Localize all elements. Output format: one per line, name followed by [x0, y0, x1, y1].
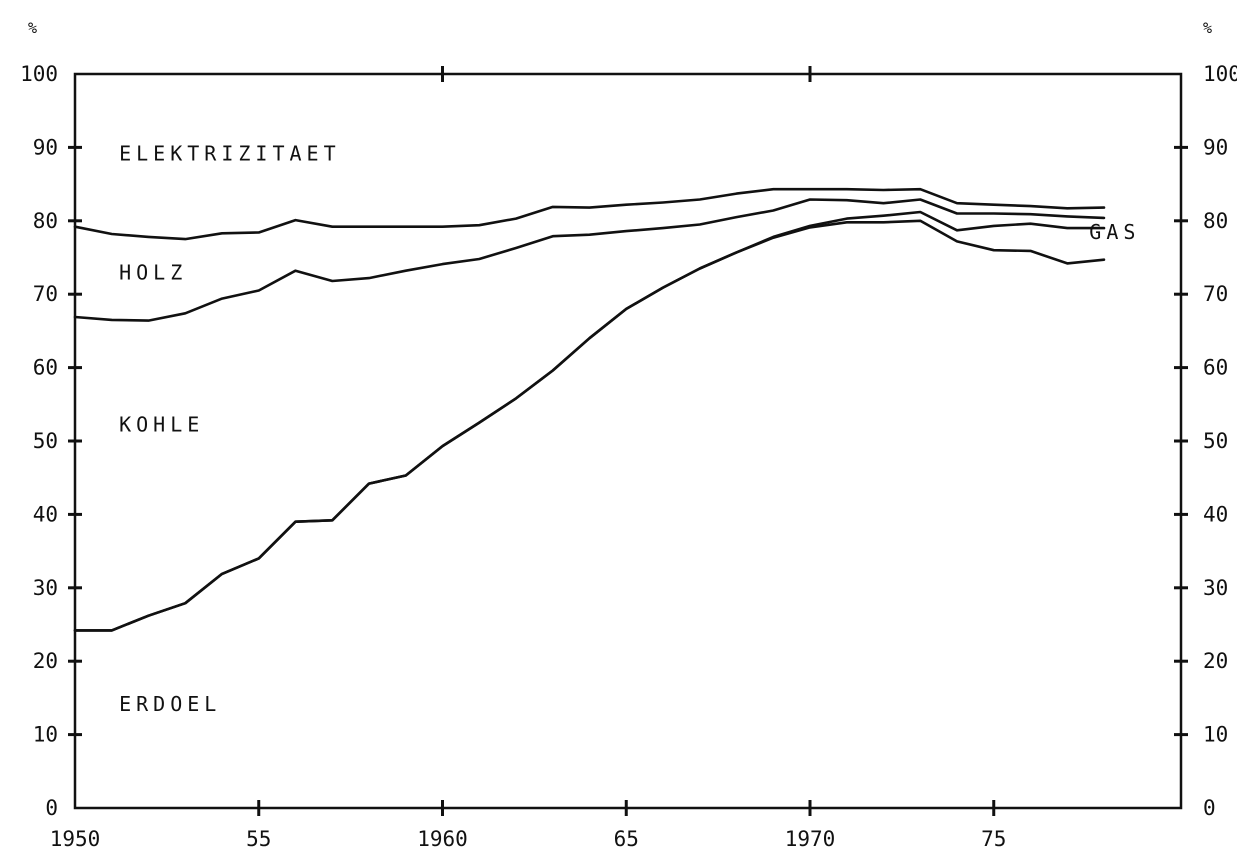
y-tick-label-left: 90 — [33, 135, 58, 159]
series-line-0 — [73, 219, 1106, 632]
y-tick-label-left: 0 — [45, 796, 58, 820]
y-tick-label-left: 30 — [33, 576, 58, 600]
y-tick-label-right: 60 — [1203, 356, 1228, 380]
y-tick-label-right: 50 — [1203, 429, 1228, 453]
y-tick-label-right: 100 — [1203, 62, 1237, 86]
y-tick-label-right: 90 — [1203, 135, 1228, 159]
y-tick-label-left: 70 — [33, 282, 58, 306]
x-tick-label: 1960 — [417, 827, 468, 851]
x-tick-label: 1970 — [785, 827, 836, 851]
band-label-gas: GAS — [1089, 220, 1140, 244]
series-line-1 — [73, 210, 1106, 632]
y-tick-label-right: 0 — [1203, 796, 1216, 820]
x-ticks: 1950 55 1960 65 1970 75 — [50, 66, 1006, 851]
right-y-ticks: 0 10 20 30 40 50 60 70 80 90 100 — [1174, 62, 1237, 820]
y-tick-label-right: 70 — [1203, 282, 1228, 306]
series-lines — [73, 187, 1106, 632]
y-tick-label-right: 20 — [1203, 649, 1228, 673]
right-unit-label: % — [1203, 19, 1212, 37]
y-tick-label-right: 40 — [1203, 502, 1228, 526]
y-tick-label-right: 30 — [1203, 576, 1228, 600]
x-tick-label: 55 — [246, 827, 271, 851]
left-y-ticks: 0 10 20 30 40 50 60 70 80 90 100 — [20, 62, 82, 820]
x-tick-label: 1950 — [50, 827, 101, 851]
y-tick-label-left: 50 — [33, 429, 58, 453]
y-tick-label-left: 20 — [33, 649, 58, 673]
x-tick-label: 65 — [614, 827, 639, 851]
band-labels: ELEKTRIZITAET HOLZ KOHLE ERDOEL GAS — [119, 142, 1140, 717]
x-tick-label: 75 — [981, 827, 1006, 851]
y-tick-label-right: 10 — [1203, 723, 1228, 747]
y-tick-label-left: 40 — [33, 502, 58, 526]
y-tick-label-left: 80 — [33, 209, 58, 233]
series-line-3 — [73, 187, 1106, 241]
y-tick-label-left: 100 — [20, 62, 58, 86]
band-label-erdoel: ERDOEL — [119, 692, 221, 716]
band-label-kohle: KOHLE — [119, 412, 204, 436]
y-tick-label-right: 80 — [1203, 209, 1228, 233]
left-unit-label: % — [28, 19, 37, 37]
plot-frame — [73, 72, 1183, 810]
series-line-2 — [73, 198, 1106, 322]
band-label-elektrizitaet: ELEKTRIZITAET — [119, 142, 341, 166]
y-tick-label-left: 60 — [33, 356, 58, 380]
band-label-holz: HOLZ — [119, 261, 187, 285]
y-tick-label-left: 10 — [33, 723, 58, 747]
